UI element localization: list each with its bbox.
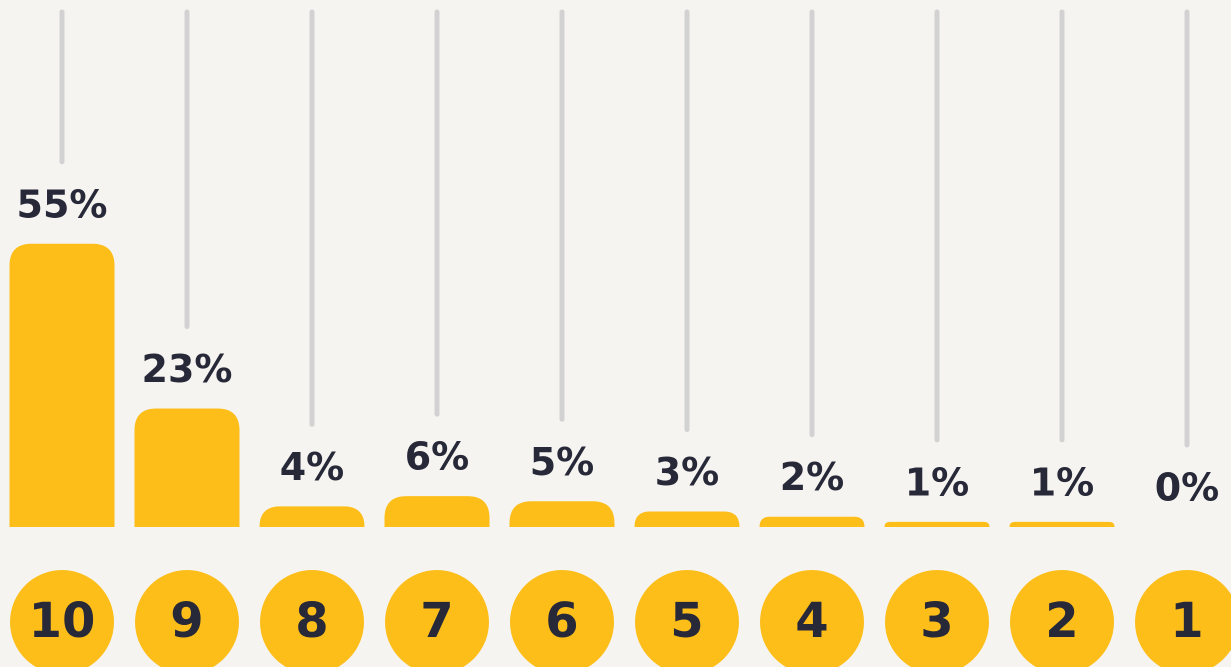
x-tick-label: 10 <box>29 593 96 649</box>
bar <box>259 506 365 527</box>
x-tick-label: 8 <box>295 593 328 649</box>
bar <box>634 511 740 527</box>
x-tick-label: 6 <box>545 593 578 649</box>
value-label: 55% <box>17 182 108 226</box>
x-tick-label: 4 <box>795 593 828 649</box>
x-tick-label: 3 <box>920 593 953 649</box>
category-badge <box>135 570 239 667</box>
value-label: 5% <box>530 440 595 484</box>
category-badge <box>1135 570 1231 667</box>
category-badge <box>260 570 364 667</box>
bar <box>509 501 615 527</box>
bar <box>134 408 240 527</box>
bar <box>759 516 865 527</box>
value-label: 0% <box>1155 466 1220 510</box>
category-badge <box>10 570 114 667</box>
value-label: 3% <box>655 450 720 494</box>
x-tick-label: 1 <box>1170 593 1203 649</box>
bar <box>384 496 490 527</box>
value-label: 6% <box>405 435 470 479</box>
value-label: 2% <box>780 455 845 499</box>
bar <box>9 243 115 527</box>
x-tick-label: 2 <box>1045 593 1078 649</box>
x-tick-label: 5 <box>670 593 703 649</box>
value-label: 1% <box>1030 460 1095 504</box>
category-badge <box>760 570 864 667</box>
category-badge <box>635 570 739 667</box>
category-badge <box>510 570 614 667</box>
category-badge <box>385 570 489 667</box>
bar <box>1009 521 1115 527</box>
x-tick-label: 9 <box>170 593 203 649</box>
value-label: 1% <box>905 460 970 504</box>
bar <box>884 521 990 527</box>
category-badge <box>885 570 989 667</box>
value-label: 4% <box>280 445 345 489</box>
value-label: 23% <box>142 347 233 391</box>
x-tick-label: 7 <box>420 593 453 649</box>
category-badge <box>1010 570 1114 667</box>
